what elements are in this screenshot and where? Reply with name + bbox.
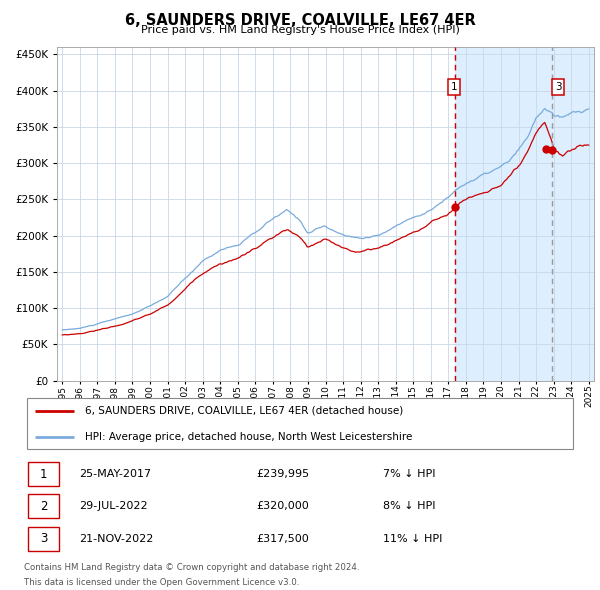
Text: £320,000: £320,000 <box>256 502 308 512</box>
Text: 3: 3 <box>40 532 47 545</box>
Text: £317,500: £317,500 <box>256 533 308 543</box>
Text: 1: 1 <box>40 468 47 481</box>
Text: HPI: Average price, detached house, North West Leicestershire: HPI: Average price, detached house, Nort… <box>85 432 412 442</box>
Text: 11% ↓ HPI: 11% ↓ HPI <box>383 533 442 543</box>
Text: 29-JUL-2022: 29-JUL-2022 <box>79 502 148 512</box>
Bar <box>455 47 600 381</box>
Text: 8% ↓ HPI: 8% ↓ HPI <box>383 502 436 512</box>
Text: Contains HM Land Registry data © Crown copyright and database right 2024.: Contains HM Land Registry data © Crown c… <box>24 563 359 572</box>
Text: 2: 2 <box>40 500 47 513</box>
Text: This data is licensed under the Open Government Licence v3.0.: This data is licensed under the Open Gov… <box>24 578 299 588</box>
Text: 1: 1 <box>451 82 457 92</box>
FancyBboxPatch shape <box>27 398 573 449</box>
Text: Price paid vs. HM Land Registry's House Price Index (HPI): Price paid vs. HM Land Registry's House … <box>140 25 460 35</box>
Text: 3: 3 <box>555 82 562 92</box>
Text: 7% ↓ HPI: 7% ↓ HPI <box>383 470 436 479</box>
Text: 21-NOV-2022: 21-NOV-2022 <box>79 533 154 543</box>
Text: £239,995: £239,995 <box>256 470 309 479</box>
FancyBboxPatch shape <box>28 494 59 519</box>
FancyBboxPatch shape <box>28 463 59 486</box>
Text: 6, SAUNDERS DRIVE, COALVILLE, LE67 4ER: 6, SAUNDERS DRIVE, COALVILLE, LE67 4ER <box>125 13 475 28</box>
FancyBboxPatch shape <box>28 526 59 550</box>
Text: 6, SAUNDERS DRIVE, COALVILLE, LE67 4ER (detached house): 6, SAUNDERS DRIVE, COALVILLE, LE67 4ER (… <box>85 406 403 416</box>
Text: 25-MAY-2017: 25-MAY-2017 <box>79 470 151 479</box>
